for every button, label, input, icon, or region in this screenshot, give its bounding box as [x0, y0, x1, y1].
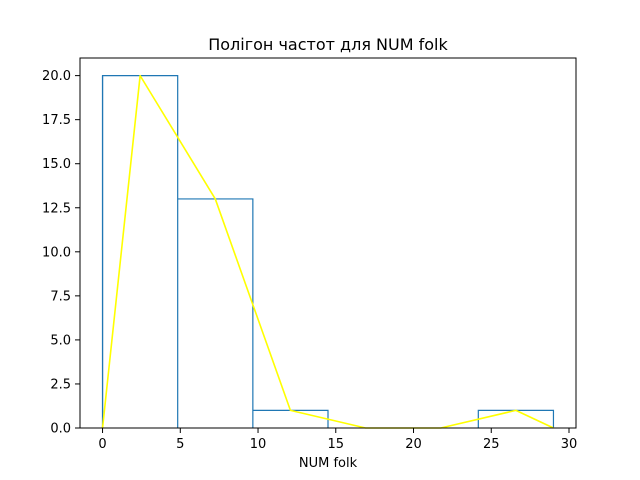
y-tick-label: 7.5	[50, 289, 71, 304]
x-tick-label: 25	[483, 437, 500, 452]
histogram-bar	[177, 198, 254, 428]
y-tick-label: 10.0	[42, 245, 71, 260]
histogram-bar	[101, 75, 179, 428]
y-tick-label: 15.0	[42, 157, 71, 172]
y-tick-label: 2.5	[50, 377, 71, 392]
axes-frame	[79, 57, 577, 429]
chart-title: Полігон частот для NUM folk	[208, 35, 448, 54]
x-axis-label: NUM folk	[299, 456, 358, 471]
histogram-bar	[477, 409, 555, 428]
x-tick-label: 15	[328, 437, 345, 452]
y-tick-label: 20.0	[42, 69, 71, 84]
y-axis: 0.0 2.5 5.0 7.5 10.0 12.5 15.0 17.5 20.0	[42, 69, 80, 437]
y-tick-label: 0.0	[50, 422, 71, 437]
x-tick-label: 30	[561, 437, 578, 452]
y-tick-label: 12.5	[42, 201, 71, 216]
frequency-polygon	[101, 74, 554, 429]
x-tick-label: 5	[176, 437, 184, 452]
y-tick-label: 5.0	[50, 333, 71, 348]
x-tick-label: 0	[98, 437, 106, 452]
x-tick-label: 20	[405, 437, 422, 452]
x-axis: 0 5 10 15 20 25 30	[98, 428, 577, 452]
histogram-bar	[252, 409, 329, 428]
y-tick-label: 17.5	[42, 113, 71, 128]
x-tick-label: 10	[250, 437, 267, 452]
plot-area	[101, 74, 555, 429]
